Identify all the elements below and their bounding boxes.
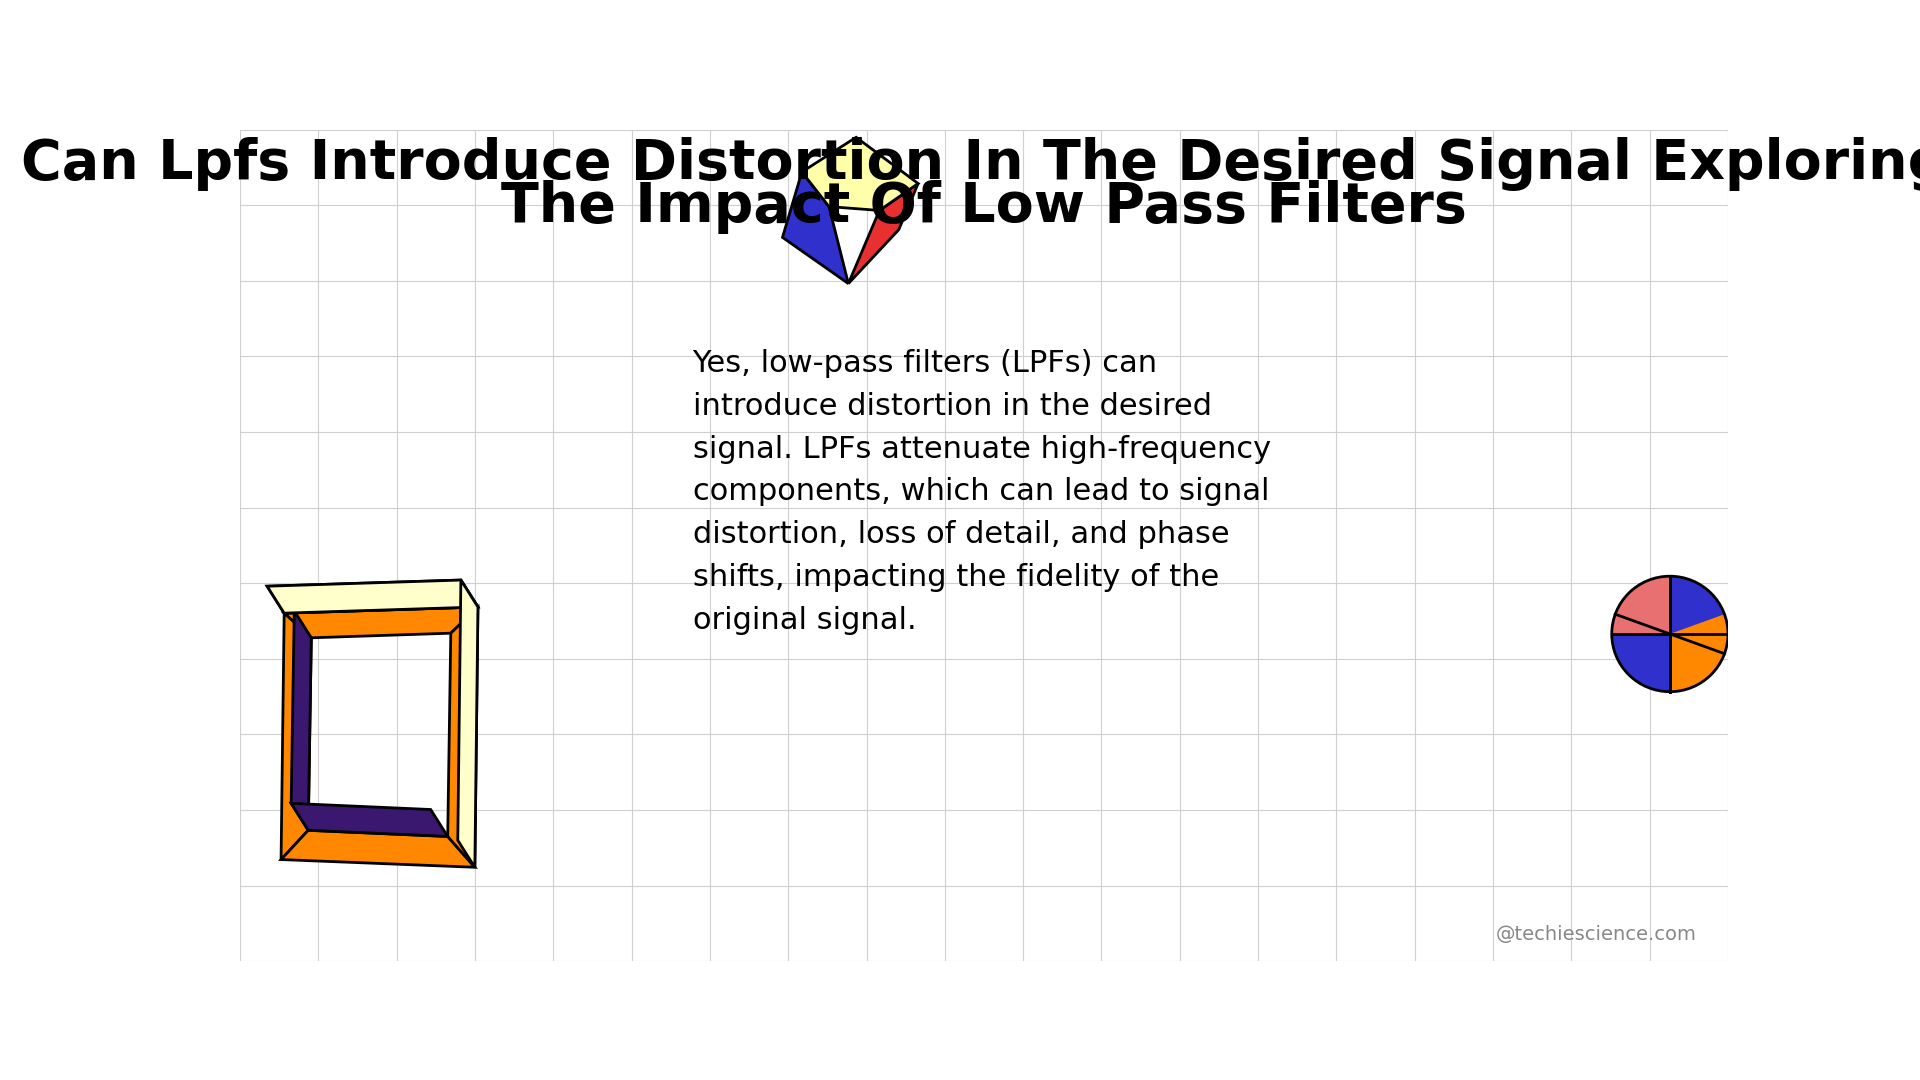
Polygon shape [849,184,918,284]
Wedge shape [1670,615,1728,691]
Wedge shape [1611,577,1670,634]
Polygon shape [267,580,478,613]
Polygon shape [284,607,478,638]
Polygon shape [447,607,478,867]
Polygon shape [457,580,478,867]
Text: @techiescience.com: @techiescience.com [1496,926,1697,944]
Text: Can Lpfs Introduce Distortion In The Desired Signal Exploring: Can Lpfs Introduce Distortion In The Des… [21,137,1920,191]
Polygon shape [280,831,474,867]
Polygon shape [783,172,849,284]
Text: Yes, low-pass filters (LPFs) can
introduce distortion in the desired
signal. LPF: Yes, low-pass filters (LPFs) can introdu… [693,349,1271,635]
Polygon shape [280,613,311,860]
Polygon shape [803,137,918,211]
Polygon shape [267,580,478,613]
Polygon shape [292,804,447,836]
Polygon shape [292,611,311,831]
Text: The Impact Of Low Pass Filters: The Impact Of Low Pass Filters [501,179,1467,233]
Circle shape [1611,577,1728,691]
